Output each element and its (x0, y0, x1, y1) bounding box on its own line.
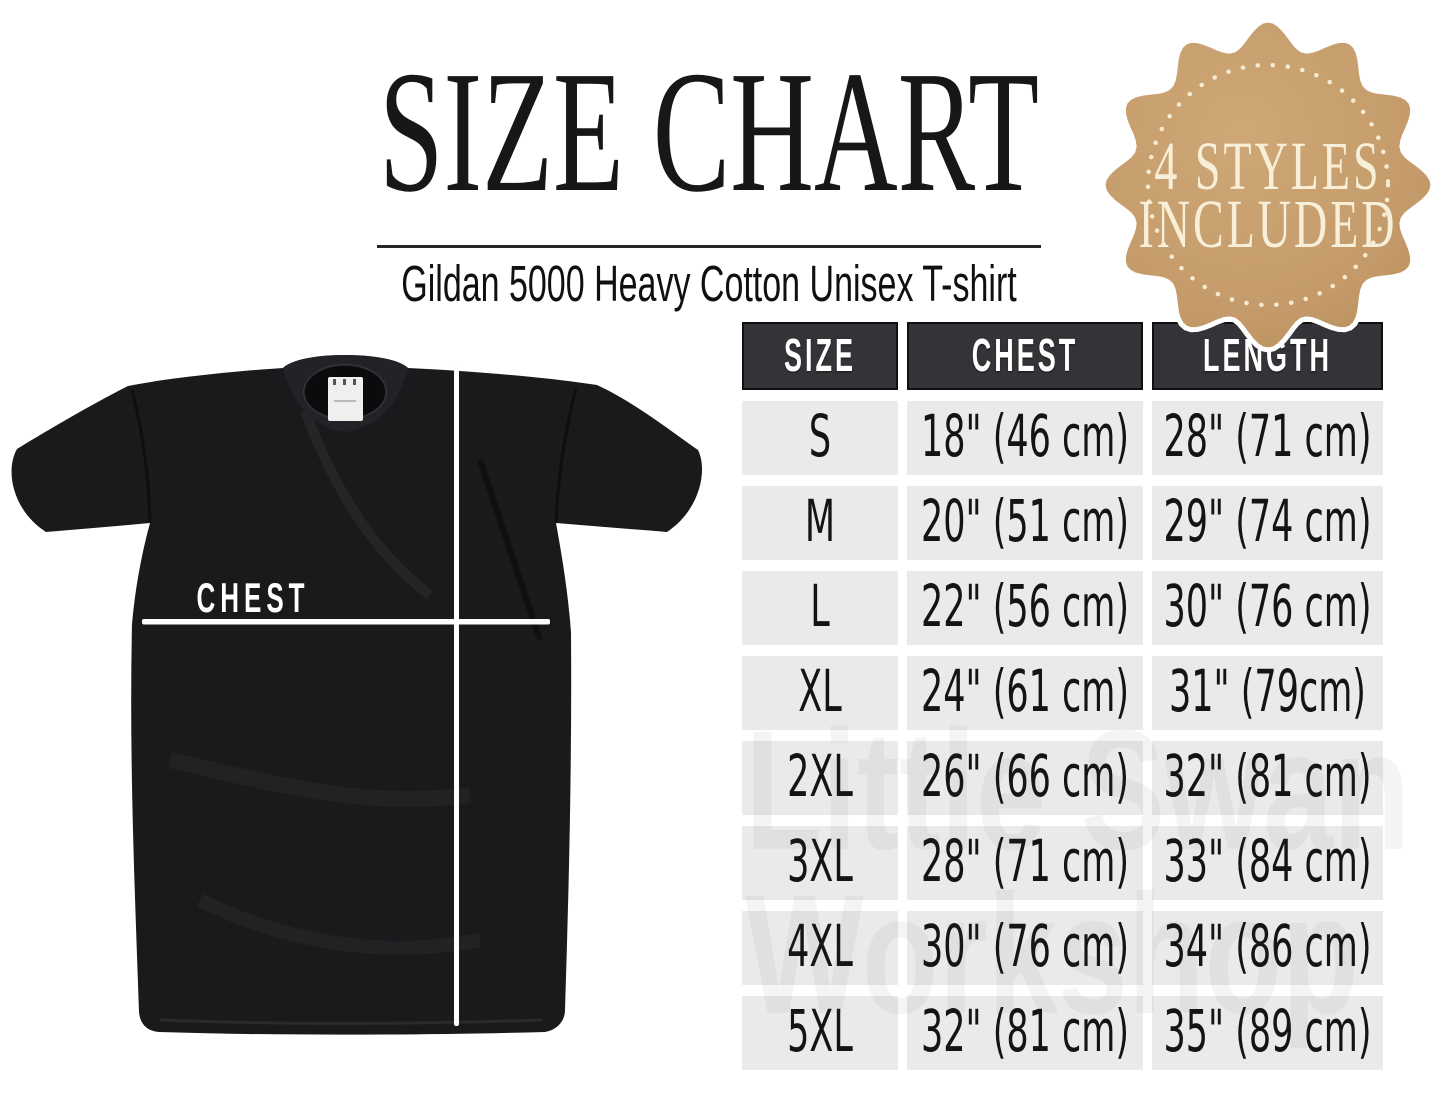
length-cell: 30" (76 cm) (1152, 571, 1383, 645)
size-cell: 4XL (742, 911, 898, 985)
chest-cell: 32" (81 cm) (907, 996, 1143, 1070)
size-cell: 2XL (742, 741, 898, 815)
size-cell: S (742, 401, 898, 475)
size-cell: 3XL (742, 826, 898, 900)
length-cell: 35" (89 cm) (1152, 996, 1383, 1070)
page-subtitle: Gildan 5000 Heavy Cotton Unisex T-shirt (401, 256, 1017, 313)
size-table: SIZE CHEST LENGTH S 18" (46 cm) 28" (71 … (742, 322, 1383, 1070)
chest-cell: 30" (76 cm) (907, 911, 1143, 985)
length-cell: 33" (84 cm) (1152, 826, 1383, 900)
chest-cell: 24" (61 cm) (907, 656, 1143, 730)
badge-text-line2: INCLUDED (1138, 186, 1397, 262)
length-measure-line (454, 367, 459, 1026)
tshirt-silhouette (11, 355, 703, 1035)
column-header-size: SIZE (742, 322, 898, 390)
length-cell: 32" (81 cm) (1152, 741, 1383, 815)
chest-cell: 22" (56 cm) (907, 571, 1143, 645)
title-divider (377, 245, 1041, 248)
tshirt-diagram: CHEST LENGTH (11, 355, 703, 1035)
length-cell: 34" (86 cm) (1152, 911, 1383, 985)
chest-cell: 26" (66 cm) (907, 741, 1143, 815)
shirt-wrinkles (130, 387, 578, 1025)
size-cell: 5XL (742, 996, 898, 1070)
chest-cell: 28" (71 cm) (907, 826, 1143, 900)
badge-dotted-ring (1145, 62, 1391, 308)
length-cell: 29" (74 cm) (1152, 486, 1383, 560)
chest-cell: 18" (46 cm) (907, 401, 1143, 475)
chest-cell: 20" (51 cm) (907, 486, 1143, 560)
length-cell: 31" (79cm) (1152, 656, 1383, 730)
column-header-chest: CHEST (907, 322, 1143, 390)
styles-badge: 4 STYLES INCLUDED (1100, 17, 1436, 353)
neck-label-tag (328, 377, 363, 421)
size-cell: M (742, 486, 898, 560)
badge-text-line1: 4 STYLES (1154, 128, 1381, 204)
chest-measure-line (142, 619, 550, 625)
size-cell: XL (742, 656, 898, 730)
chest-label: CHEST (196, 576, 309, 622)
page-title: SIZE CHART (378, 37, 1040, 229)
badge-seal-shape (1100, 17, 1436, 353)
length-cell: 28" (71 cm) (1152, 401, 1383, 475)
size-cell: L (742, 571, 898, 645)
